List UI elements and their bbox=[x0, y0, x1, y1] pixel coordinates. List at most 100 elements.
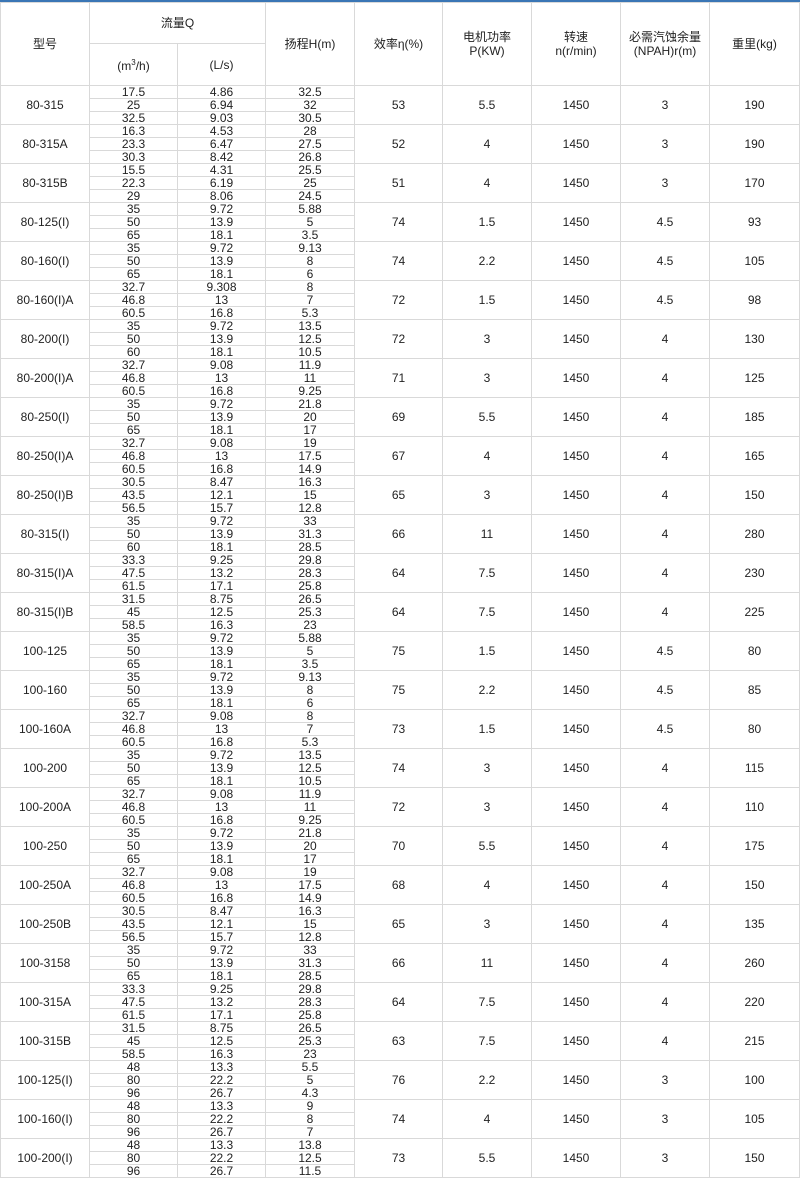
head-cell: 16.3 bbox=[265, 904, 355, 918]
power-cell: 3 bbox=[442, 475, 532, 515]
flow-ls-cell: 8.47 bbox=[177, 475, 266, 489]
head-cell: 17.5 bbox=[265, 878, 355, 892]
flow-ls-cell: 4.31 bbox=[177, 163, 266, 177]
weight-cell: 215 bbox=[709, 1021, 800, 1061]
flow-ls-cell: 9.03 bbox=[177, 111, 266, 125]
head-cell: 9 bbox=[265, 1099, 355, 1113]
flow-m3h-cell: 50 bbox=[89, 254, 178, 268]
table-row: 100-200 35 9.72 13.5 74 3 1450 4 115 bbox=[0, 748, 800, 788]
power-cell: 3 bbox=[442, 904, 532, 944]
weight-cell: 125 bbox=[709, 358, 800, 398]
flow-m3h-cell: 35 bbox=[89, 319, 178, 333]
table-row: 60.5 16.8 14.9 bbox=[1, 891, 800, 905]
flow-ls-cell: 8.06 bbox=[177, 189, 266, 203]
model-cell: 80-315B bbox=[0, 163, 90, 203]
speed-cell: 1450 bbox=[531, 1060, 621, 1100]
power-cell: 7.5 bbox=[442, 592, 532, 632]
weight-cell: 105 bbox=[709, 1099, 800, 1139]
table-row: 80-315(I) 35 9.72 33 66 11 1450 4 280 bbox=[0, 514, 800, 554]
speed-cell: 1450 bbox=[531, 631, 621, 671]
table-row: 61.5 17.1 25.8 bbox=[1, 1008, 800, 1022]
speed-cell: 1450 bbox=[531, 592, 621, 632]
power-cell: 2.2 bbox=[442, 1060, 532, 1100]
head-cell: 10.5 bbox=[265, 345, 355, 359]
flow-m3h-cell: 46.8 bbox=[89, 293, 178, 307]
head-cell: 25.5 bbox=[265, 163, 355, 177]
flow-m3h-cell: 45 bbox=[89, 605, 178, 619]
header-model: 型号 bbox=[0, 2, 90, 86]
head-cell: 31.3 bbox=[265, 956, 355, 970]
head-cell: 17.5 bbox=[265, 449, 355, 463]
flow-ls-cell: 16.8 bbox=[177, 813, 266, 827]
flow-m3h-cell: 50 bbox=[89, 644, 178, 658]
flow-m3h-cell: 30.5 bbox=[89, 475, 178, 489]
weight-cell: 85 bbox=[709, 670, 800, 710]
npsh-cell: 4 bbox=[620, 475, 710, 515]
flow-m3h-cell: 46.8 bbox=[89, 878, 178, 892]
flow-m3h-cell: 35 bbox=[89, 943, 178, 957]
flow-m3h-cell: 50 bbox=[89, 332, 178, 346]
flow-m3h-cell: 65 bbox=[89, 267, 178, 281]
flow-ls-cell: 12.5 bbox=[177, 1034, 266, 1048]
table-row: 60.5 16.8 5.3 bbox=[1, 306, 800, 320]
table-row: 100-250B 30.5 8.47 16.3 65 3 1450 4 135 bbox=[0, 904, 800, 944]
flow-m3h-cell: 46.8 bbox=[89, 800, 178, 814]
flow-ls-cell: 13 bbox=[177, 293, 266, 307]
head-cell: 9.25 bbox=[265, 813, 355, 827]
head-cell: 7 bbox=[265, 1125, 355, 1139]
power-cell: 1.5 bbox=[442, 202, 532, 242]
flow-ls-cell: 9.308 bbox=[177, 280, 266, 294]
npsh-cell: 4 bbox=[620, 514, 710, 554]
table-row: 58.5 16.3 23 bbox=[1, 1047, 800, 1061]
flow-m3h-cell: 48 bbox=[89, 1099, 178, 1113]
npsh-cell: 3 bbox=[620, 1099, 710, 1139]
flow-m3h-cell: 35 bbox=[89, 202, 178, 216]
speed-cell: 1450 bbox=[531, 202, 621, 242]
model-cell: 80-315(I)A bbox=[0, 553, 90, 593]
speed-cell: 1450 bbox=[531, 358, 621, 398]
head-cell: 5 bbox=[265, 644, 355, 658]
head-cell: 28.3 bbox=[265, 995, 355, 1009]
flow-ls-cell: 16.8 bbox=[177, 891, 266, 905]
speed-cell: 1450 bbox=[531, 709, 621, 749]
table-row: 65 18.1 3.5 bbox=[1, 657, 800, 671]
efficiency-cell: 74 bbox=[354, 748, 443, 788]
flow-ls-cell: 13.3 bbox=[177, 1138, 266, 1152]
weight-cell: 130 bbox=[709, 319, 800, 359]
npsh-cell: 3 bbox=[620, 1138, 710, 1178]
flow-m3h-cell: 48 bbox=[89, 1060, 178, 1074]
efficiency-cell: 51 bbox=[354, 163, 443, 203]
flow-ls-cell: 8.75 bbox=[177, 1021, 266, 1035]
power-cell: 4 bbox=[442, 1099, 532, 1139]
flow-m3h-cell: 17.5 bbox=[89, 85, 178, 99]
efficiency-cell: 70 bbox=[354, 826, 443, 866]
weight-cell: 115 bbox=[709, 748, 800, 788]
npsh-cell: 4.5 bbox=[620, 241, 710, 281]
head-cell: 24.5 bbox=[265, 189, 355, 203]
efficiency-cell: 73 bbox=[354, 1138, 443, 1178]
power-cell: 7.5 bbox=[442, 553, 532, 593]
weight-cell: 100 bbox=[709, 1060, 800, 1100]
head-cell: 11.9 bbox=[265, 787, 355, 801]
head-cell: 10.5 bbox=[265, 774, 355, 788]
power-cell: 5.5 bbox=[442, 1138, 532, 1178]
flow-ls-cell: 12.5 bbox=[177, 605, 266, 619]
power-cell: 2.2 bbox=[442, 670, 532, 710]
unit-sup: 3 bbox=[131, 58, 136, 67]
flow-ls-cell: 26.7 bbox=[177, 1125, 266, 1139]
efficiency-cell: 64 bbox=[354, 553, 443, 593]
table-row: 100-200A 32.7 9.08 11.9 72 3 1450 4 110 bbox=[0, 787, 800, 827]
table-row: 25 6.94 32 bbox=[1, 98, 800, 112]
npsh-cell: 4 bbox=[620, 943, 710, 983]
head-cell: 8 bbox=[265, 254, 355, 268]
head-cell: 8 bbox=[265, 280, 355, 294]
speed-cell: 1450 bbox=[531, 865, 621, 905]
npsh-cell: 4 bbox=[620, 358, 710, 398]
flow-ls-cell: 6.47 bbox=[177, 137, 266, 151]
head-cell: 21.8 bbox=[265, 826, 355, 840]
table-row: 60.5 16.8 5.3 bbox=[1, 735, 800, 749]
head-cell: 5.88 bbox=[265, 202, 355, 216]
power-cell: 1.5 bbox=[442, 280, 532, 320]
flow-ls-cell: 16.3 bbox=[177, 1047, 266, 1061]
flow-m3h-cell: 33.3 bbox=[89, 982, 178, 996]
